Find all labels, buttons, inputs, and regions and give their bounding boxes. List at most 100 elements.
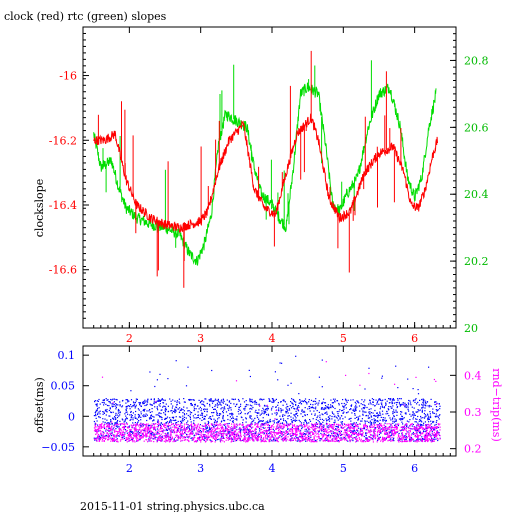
offset-points-point [296,419,298,422]
rndtrip-points-point [312,424,315,426]
offset-points-point [183,416,186,418]
offset-points-point [339,434,342,437]
offset-points-point [212,424,214,427]
offset-points-point [438,415,440,417]
offset-points-point [123,421,125,423]
rndtrip-points-point [432,439,434,441]
offset-points-point [239,427,241,429]
rndtrip-points-point [362,432,364,434]
offset-points-point [423,431,425,433]
offset-points-point [245,403,247,406]
offset-points-point [210,399,212,401]
offset-points-point [181,408,183,410]
offset-points-point [176,422,178,424]
offset-points-point [104,409,107,411]
offset-points-point [216,414,218,416]
rndtrip-points-point [120,434,122,436]
rndtrip-points-point [106,426,108,428]
offset-points-point [160,399,162,401]
offset-points-point [408,403,410,405]
rndtrip-points-point [334,433,336,435]
offset-points-point [261,423,264,425]
rndtrip-points-point [145,425,147,427]
rndtrip-points-point [377,438,379,440]
offset-points-point [429,413,431,415]
rndtrip-points-point [304,435,306,437]
offset-points-point [117,408,120,411]
offset-points-point [239,405,242,407]
offset-points-point [282,418,285,420]
offset-points-point [430,435,432,437]
offset-points-point [115,428,117,430]
offset-points-point [271,401,273,403]
rndtrip-points-point [384,428,387,430]
offset-points-point [419,409,421,411]
offset-points-point [353,429,355,431]
offset-points-point [162,406,164,408]
offset-points-point [386,429,388,431]
rndtrip-points-point [310,431,312,433]
rndtrip-points-point [349,423,351,425]
rndtrip-points-point [340,439,342,441]
offset-points-point [369,420,371,422]
rndtrip-points-point [149,430,151,432]
offset-points-point [357,423,359,426]
offset-points-point [126,418,128,420]
offset-points-point [385,433,387,435]
rndtrip-points-point [437,426,439,428]
offset-points-point [339,409,341,411]
offset-points-point [203,435,205,437]
offset-points-point [97,407,99,410]
rndtrip-points-point [293,433,295,435]
offset-points-point [125,418,127,420]
offset-points-point [203,408,205,410]
rndtrip-points-point [203,434,205,437]
rndtrip-points-point [236,424,238,427]
rndtrip-points-point [244,438,246,440]
offset-points-point [337,440,339,442]
rndtrip-points-point [258,436,260,438]
rndtrip-points-point [330,430,332,432]
offset-points-point [179,409,181,411]
offset-points-point [291,420,293,422]
rndtrip-points-point [278,436,280,438]
offset-points-point [313,407,315,409]
rndtrip-points-point [398,441,400,443]
rndtrip-points-point [144,427,146,430]
rndtrip-points-point [392,431,394,433]
offset-points-point [149,409,151,411]
offset-points-point [248,436,250,438]
rndtrip-points-point [384,432,386,434]
rndtrip-points-point [277,431,279,434]
offset-points-point [245,417,247,419]
rndtrip-points-point [112,440,114,442]
offset-points-point [258,412,260,414]
offset-points-point [417,415,419,418]
rndtrip-points-point [168,437,170,439]
rndtrip-points-point [143,431,145,433]
offset-points-point [352,399,354,401]
offset-points-point [116,421,118,423]
offset-points-point [249,375,251,378]
offset-points-point [182,409,184,411]
offset-points-point [272,428,274,430]
offset-points-point [385,404,387,406]
offset-points-point [421,409,423,411]
offset-points-point [410,428,412,430]
offset-points-point [366,425,368,427]
offset-points-point [285,407,287,409]
offset-points-point [231,413,233,415]
offset-points-point [232,421,234,423]
rndtrip-points-point [427,423,429,425]
offset-points-point [398,403,401,405]
rndtrip-points-point [267,435,269,437]
offset-points-point [250,437,252,439]
rndtrip-points-point [289,434,291,436]
offset-points-point [220,437,222,439]
offset-points-point [112,403,114,405]
rndtrip-points-point [436,432,438,434]
rndtrip-points-point [355,441,357,443]
offset-points-point [338,430,340,432]
offset-points-point [271,440,273,442]
rndtrip-points-point [216,434,219,436]
